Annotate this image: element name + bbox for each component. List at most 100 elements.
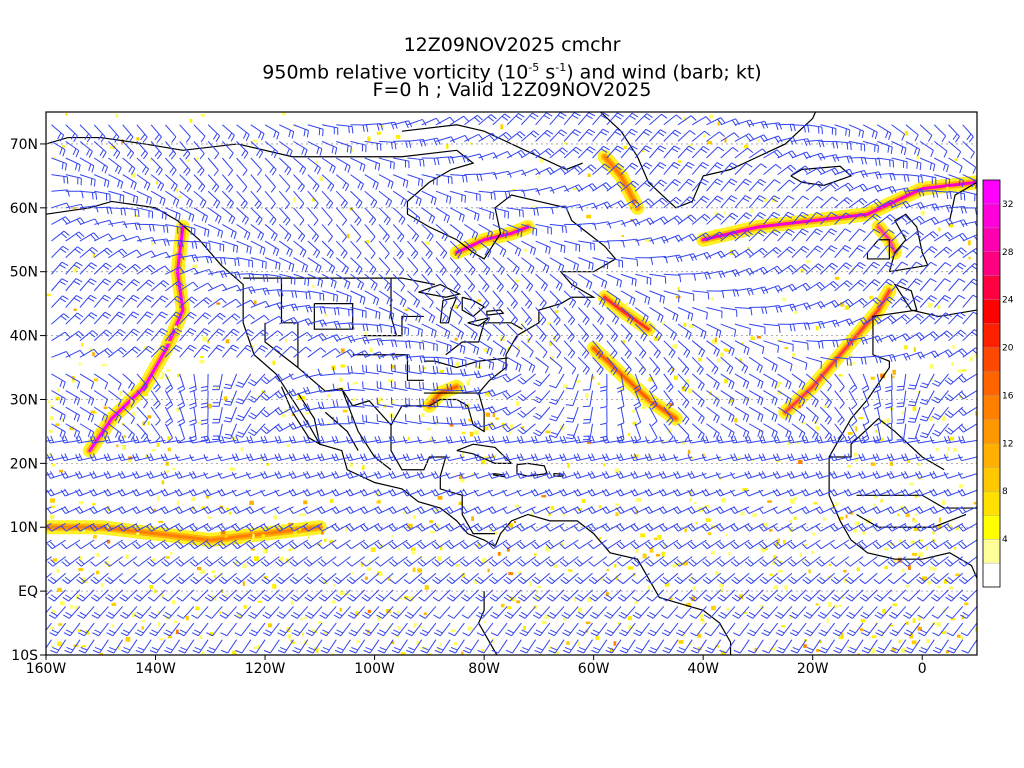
- wind-barb: [193, 124, 206, 143]
- coastline: [467, 317, 490, 327]
- coastline: [553, 472, 564, 477]
- vorticity-cell: [615, 575, 618, 581]
- vorticity-cell: [281, 414, 286, 418]
- vorticity-cell: [886, 418, 890, 423]
- wind-barb: [278, 157, 292, 176]
- wind-barb: [279, 124, 295, 139]
- wind-barb: [606, 145, 624, 159]
- vorticity-cell: [549, 342, 552, 346]
- vorticity-cell: [690, 596, 696, 602]
- wind-barb: [51, 140, 66, 157]
- vorticity-cell: [936, 585, 941, 588]
- vorticity-cell: [727, 552, 731, 556]
- vorticity-cell: [668, 428, 672, 434]
- vorticity-cell: [921, 576, 927, 581]
- vorticity-cell: [130, 399, 133, 404]
- vorticity-cell: [778, 338, 782, 342]
- vorticity-cell: [173, 620, 178, 624]
- vorticity-cell: [131, 172, 136, 178]
- vorticity-cell: [682, 562, 686, 566]
- vorticity-cell: [870, 376, 875, 380]
- wind-barb: [592, 163, 611, 175]
- coastline: [484, 322, 523, 330]
- vorticity-cell: [78, 568, 84, 571]
- vorticity-cell: [58, 623, 63, 626]
- vorticity-cell: [878, 437, 884, 442]
- vorticity-cell: [223, 594, 227, 598]
- vorticity-cell: [948, 222, 954, 228]
- wind-barb: [634, 162, 653, 175]
- vorticity-cell: [50, 416, 54, 421]
- vorticity-cell: [489, 528, 492, 532]
- vorticity-cell: [177, 373, 181, 377]
- vorticity-cell: [586, 441, 591, 444]
- vorticity-cell: [815, 326, 819, 331]
- vorticity-cell: [901, 411, 905, 415]
- coastline: [866, 239, 890, 260]
- vorticity-cell: [717, 358, 721, 363]
- vorticity-cell: [109, 145, 114, 149]
- vorticity-cell: [480, 460, 486, 465]
- vorticity-cell: [47, 400, 51, 403]
- vorticity-cell: [622, 340, 625, 344]
- wind-barb: [378, 140, 397, 150]
- wind-barbs: [46, 112, 977, 654]
- vorticity-cell: [85, 580, 88, 584]
- vorticity-cell: [350, 572, 354, 575]
- vorticity-cell: [874, 429, 878, 433]
- wind-barb: [521, 130, 540, 142]
- coastline: [461, 296, 486, 318]
- vorticity-cell: [625, 302, 629, 308]
- coastline: [492, 472, 505, 478]
- vorticity-cell: [213, 575, 217, 578]
- colorbar-swatch: [982, 251, 1001, 276]
- wind-barb: [136, 157, 149, 176]
- wind-barb: [549, 166, 569, 176]
- vorticity-cell: [166, 556, 170, 559]
- coastline: [423, 357, 509, 369]
- vorticity-cell: [560, 541, 564, 547]
- vorticity-cell: [717, 121, 720, 126]
- wind-barb: [307, 174, 320, 193]
- vorticity-cell: [853, 528, 857, 533]
- vorticity-cell: [257, 644, 260, 650]
- vorticity-cell: [355, 611, 359, 616]
- vorticity-cell: [78, 501, 84, 505]
- vorticity-cell: [774, 543, 778, 547]
- coastline: [418, 283, 462, 298]
- wind-barb: [535, 148, 555, 159]
- vorticity-cell: [943, 579, 948, 584]
- vorticity-cell: [581, 498, 586, 504]
- vorticity-cell: [586, 214, 592, 219]
- wind-barb: [165, 174, 178, 192]
- vorticity-cell: [856, 567, 860, 572]
- vorticity-cell: [93, 378, 99, 382]
- vorticity-cell: [480, 649, 485, 652]
- vorticity-cell: [705, 518, 711, 522]
- wind-barb: [307, 157, 321, 175]
- vorticity-cell: [257, 600, 263, 603]
- wind-barb: [549, 147, 568, 159]
- vorticity-cell: [892, 375, 895, 379]
- wind-barb: [691, 146, 710, 159]
- vorticity-cell: [95, 570, 100, 575]
- wind-barb: [79, 140, 93, 158]
- vorticity-cell: [854, 458, 859, 462]
- vorticity-cell: [284, 338, 288, 342]
- vorticity-cell: [508, 431, 512, 435]
- wind-barb: [93, 141, 107, 159]
- wind-barb: [293, 124, 309, 138]
- lon-label: 120W: [245, 661, 286, 677]
- vorticity-cell: [672, 345, 677, 349]
- vorticity-cell: [884, 547, 889, 551]
- vorticity-cell: [849, 362, 855, 365]
- wind-barb: [108, 141, 121, 159]
- wind-barb: [449, 115, 469, 126]
- vorticity-cell: [677, 287, 680, 292]
- vorticity-cell: [945, 650, 949, 654]
- vorticity-cell: [935, 447, 939, 452]
- vorticity-cell: [905, 584, 910, 587]
- vorticity-cell: [127, 458, 132, 463]
- wind-barb: [691, 116, 712, 126]
- vorticity-cell: [290, 600, 294, 605]
